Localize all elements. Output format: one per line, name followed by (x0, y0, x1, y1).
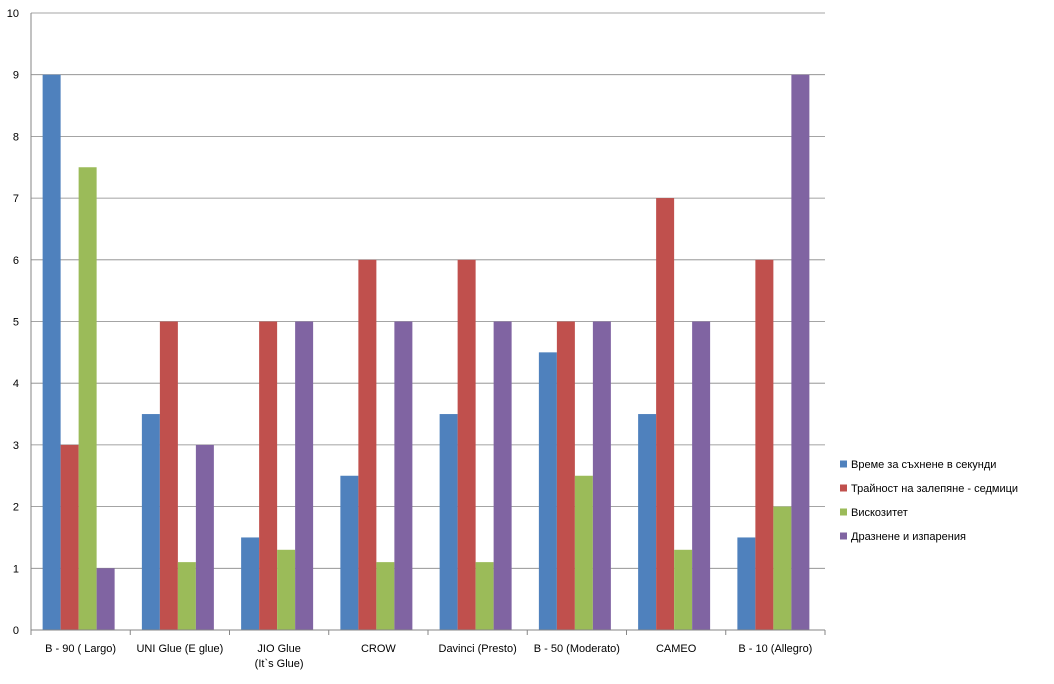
y-tick-label: 6 (13, 255, 19, 267)
bar (737, 537, 756, 630)
bar (439, 414, 458, 630)
bar (493, 321, 512, 630)
y-tick-label: 8 (13, 131, 19, 143)
legend-label: Трайност на залепяне - седмици (851, 483, 1018, 495)
x-category-label: B - 50 (Moderato) (534, 643, 620, 655)
bar (755, 259, 774, 630)
bar (538, 352, 557, 630)
legend-label: Време за съхнене в секунди (851, 459, 996, 471)
x-category-label: Davinci (Presto) (439, 643, 517, 655)
y-tick-label: 9 (13, 70, 19, 82)
bars (42, 74, 810, 630)
legend-swatch (840, 532, 847, 540)
x-axis-category-labels: B - 90 ( Largo) UNI Glue (E glue) JIO Glue… (45, 643, 812, 670)
y-tick-label: 2 (13, 502, 19, 514)
y-tick-label: 1 (13, 563, 19, 575)
bar (394, 321, 413, 630)
bar (78, 167, 97, 630)
bar (42, 74, 61, 630)
legend-label: Вискозитет (851, 507, 908, 519)
bar (277, 549, 296, 630)
bar (457, 259, 476, 630)
bar (60, 444, 79, 630)
x-category-label: CROW (361, 643, 396, 655)
bar (692, 321, 711, 630)
legend-swatch (840, 508, 847, 516)
legend-swatch (840, 484, 847, 492)
y-axis-tick-labels: 0 1 2 3 4 5 6 7 8 9 10 (7, 8, 19, 637)
bar (674, 549, 693, 630)
y-tick-label: 3 (13, 440, 19, 452)
bar (96, 568, 115, 630)
bar (195, 444, 214, 630)
x-category-label: (It`s Glue) (255, 658, 304, 670)
legend-label: Дразнене и изпарения (851, 531, 966, 543)
x-category-label: B - 10 (Allegro) (738, 643, 812, 655)
axes (30, 13, 826, 635)
x-category-label: JIO Glue (257, 643, 300, 655)
bar (177, 562, 196, 630)
bar (638, 414, 657, 630)
y-tick-label: 4 (13, 378, 19, 390)
bar (159, 321, 178, 630)
bar (241, 537, 260, 630)
bar (358, 259, 377, 630)
x-category-label: UNI Glue (E glue) (136, 643, 223, 655)
bar (656, 198, 675, 630)
bar (295, 321, 314, 630)
bar (592, 321, 611, 630)
bar (574, 475, 593, 630)
bar (340, 475, 359, 630)
bar (791, 74, 810, 630)
y-tick-label: 7 (13, 193, 19, 205)
y-tick-label: 10 (7, 8, 19, 20)
bar (376, 562, 395, 630)
x-category-label: B - 90 ( Largo) (45, 643, 116, 655)
y-tick-label: 0 (13, 625, 19, 637)
legend-swatch (840, 460, 847, 468)
bar (141, 414, 160, 630)
y-tick-label: 5 (13, 317, 19, 329)
x-category-label: CAMEO (656, 643, 697, 655)
legend: Време за съхнене в секунди Трайност на за… (840, 459, 1018, 543)
bar (475, 562, 494, 630)
bar (556, 321, 575, 630)
bar (773, 506, 792, 630)
bar (259, 321, 278, 630)
